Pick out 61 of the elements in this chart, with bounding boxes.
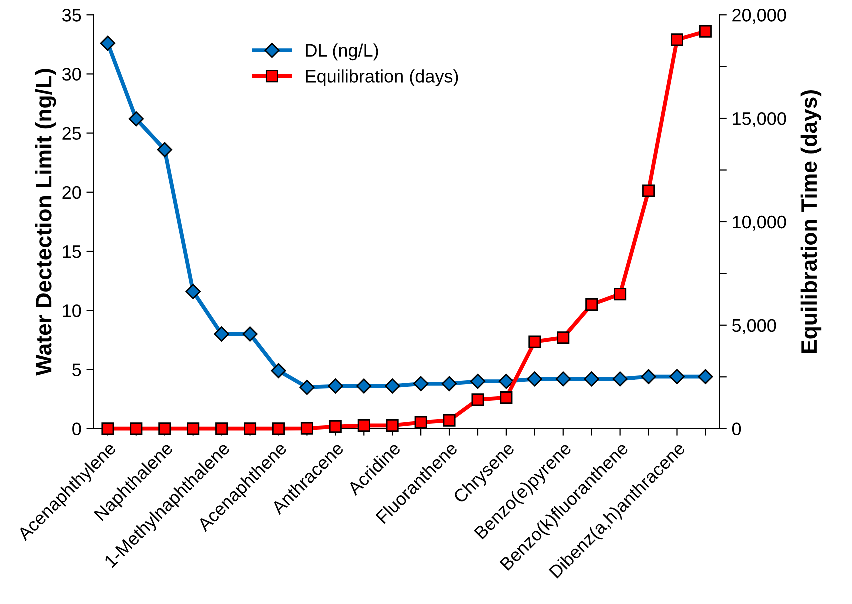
y2-tick-label: 15,000 [733, 112, 786, 128]
point [612, 372, 628, 387]
point [386, 419, 399, 432]
point [470, 374, 486, 390]
point [158, 422, 172, 436]
point [385, 378, 400, 394]
point [698, 369, 714, 384]
y-axis-title: Water Dectection Limit (ng/L) [35, 69, 56, 376]
y-tick-label: 30 [62, 68, 82, 81]
point [641, 369, 656, 384]
point [414, 416, 428, 429]
point [670, 369, 685, 384]
y2-tick-label: 5,000 [732, 319, 776, 334]
point [413, 376, 429, 392]
point [157, 142, 172, 158]
point [670, 34, 684, 46]
point [557, 332, 570, 344]
point [584, 372, 600, 387]
point [699, 25, 712, 38]
y-tick-label: 20 [62, 186, 82, 200]
point [244, 422, 257, 436]
point [300, 422, 314, 435]
point [271, 363, 286, 378]
point [472, 394, 484, 406]
point [556, 372, 571, 387]
point [527, 372, 542, 387]
point [500, 392, 513, 404]
y2-tick-label: 0 [732, 422, 742, 436]
point [214, 326, 230, 342]
y-tick-label: 25 [62, 127, 82, 140]
point [356, 378, 372, 394]
y-tick-label: 15 [63, 246, 82, 258]
point [328, 378, 344, 394]
point [358, 419, 370, 432]
point [102, 422, 114, 436]
point [186, 284, 201, 300]
legend-label: DL (ng/L) [306, 44, 378, 61]
point [329, 420, 342, 434]
point [614, 288, 627, 301]
point [187, 422, 200, 436]
legend-label: Equilibration (days) [306, 70, 458, 86]
y2-tick-label: 20,000 [732, 9, 786, 24]
point [498, 374, 514, 390]
point [528, 336, 542, 348]
y2-tick-label: 10,000 [733, 216, 786, 231]
point [128, 112, 144, 127]
point [100, 36, 116, 52]
point [272, 422, 285, 436]
point [642, 184, 656, 198]
point [216, 422, 228, 436]
point [443, 414, 456, 427]
point [242, 326, 258, 342]
point [130, 422, 143, 436]
point [586, 298, 598, 311]
y2-axis-title: Equilibration Time (days) [800, 90, 822, 354]
point [300, 380, 315, 396]
y-tick-label: 0 [72, 422, 82, 436]
y-tick-label: 35 [62, 9, 82, 22]
y-tick-label: 5 [72, 364, 82, 376]
point [442, 376, 458, 392]
y-tick-label: 10 [63, 304, 82, 318]
